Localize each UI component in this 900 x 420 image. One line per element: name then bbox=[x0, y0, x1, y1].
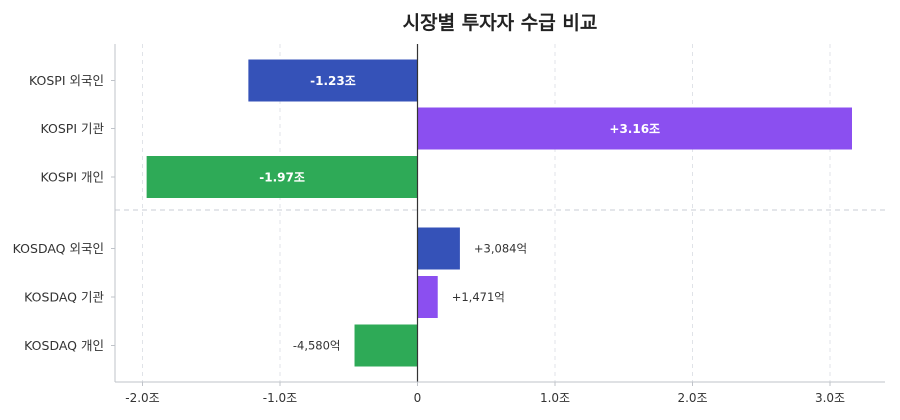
label-layer: KOSPI 외국인 -1.23조 KOSPI 기관 +3.16조 KOSPI 개인 -1.… bbox=[13, 73, 845, 405]
bar bbox=[248, 59, 418, 102]
chart-title: 시장별 투자자 수급 비교 bbox=[403, 12, 598, 34]
data-label: -1.23조 bbox=[310, 74, 356, 88]
data-label: +3,084억 bbox=[474, 242, 527, 256]
x-tick-label: 2.0조 bbox=[677, 391, 707, 405]
x-tick-label: 3.0조 bbox=[815, 391, 845, 405]
bar bbox=[417, 227, 460, 270]
bar bbox=[417, 107, 852, 150]
axis-layer bbox=[111, 44, 885, 386]
data-label: +1,471억 bbox=[452, 290, 505, 304]
data-label: -1.97조 bbox=[259, 171, 305, 185]
data-label: -4,580억 bbox=[293, 339, 341, 353]
category-label: KOSDAQ 외국인 bbox=[13, 241, 104, 256]
category-label: KOSDAQ 기관 bbox=[24, 290, 104, 305]
category-label: KOSPI 개인 bbox=[41, 170, 105, 185]
category-label: KOSDAQ 개인 bbox=[24, 338, 104, 353]
bar bbox=[354, 324, 418, 367]
data-label: +3.16조 bbox=[609, 122, 660, 136]
x-tick-label: 1.0조 bbox=[540, 391, 570, 405]
grid-layer bbox=[115, 44, 885, 382]
bar bbox=[146, 156, 418, 198]
bar-layer bbox=[146, 59, 852, 367]
x-tick-label: -2.0조 bbox=[125, 391, 159, 405]
category-label: KOSPI 기관 bbox=[41, 121, 105, 136]
category-label: KOSPI 외국인 bbox=[29, 73, 104, 88]
bar bbox=[417, 276, 438, 318]
x-tick-label: 0 bbox=[414, 391, 422, 405]
x-tick-label: -1.0조 bbox=[263, 391, 297, 405]
